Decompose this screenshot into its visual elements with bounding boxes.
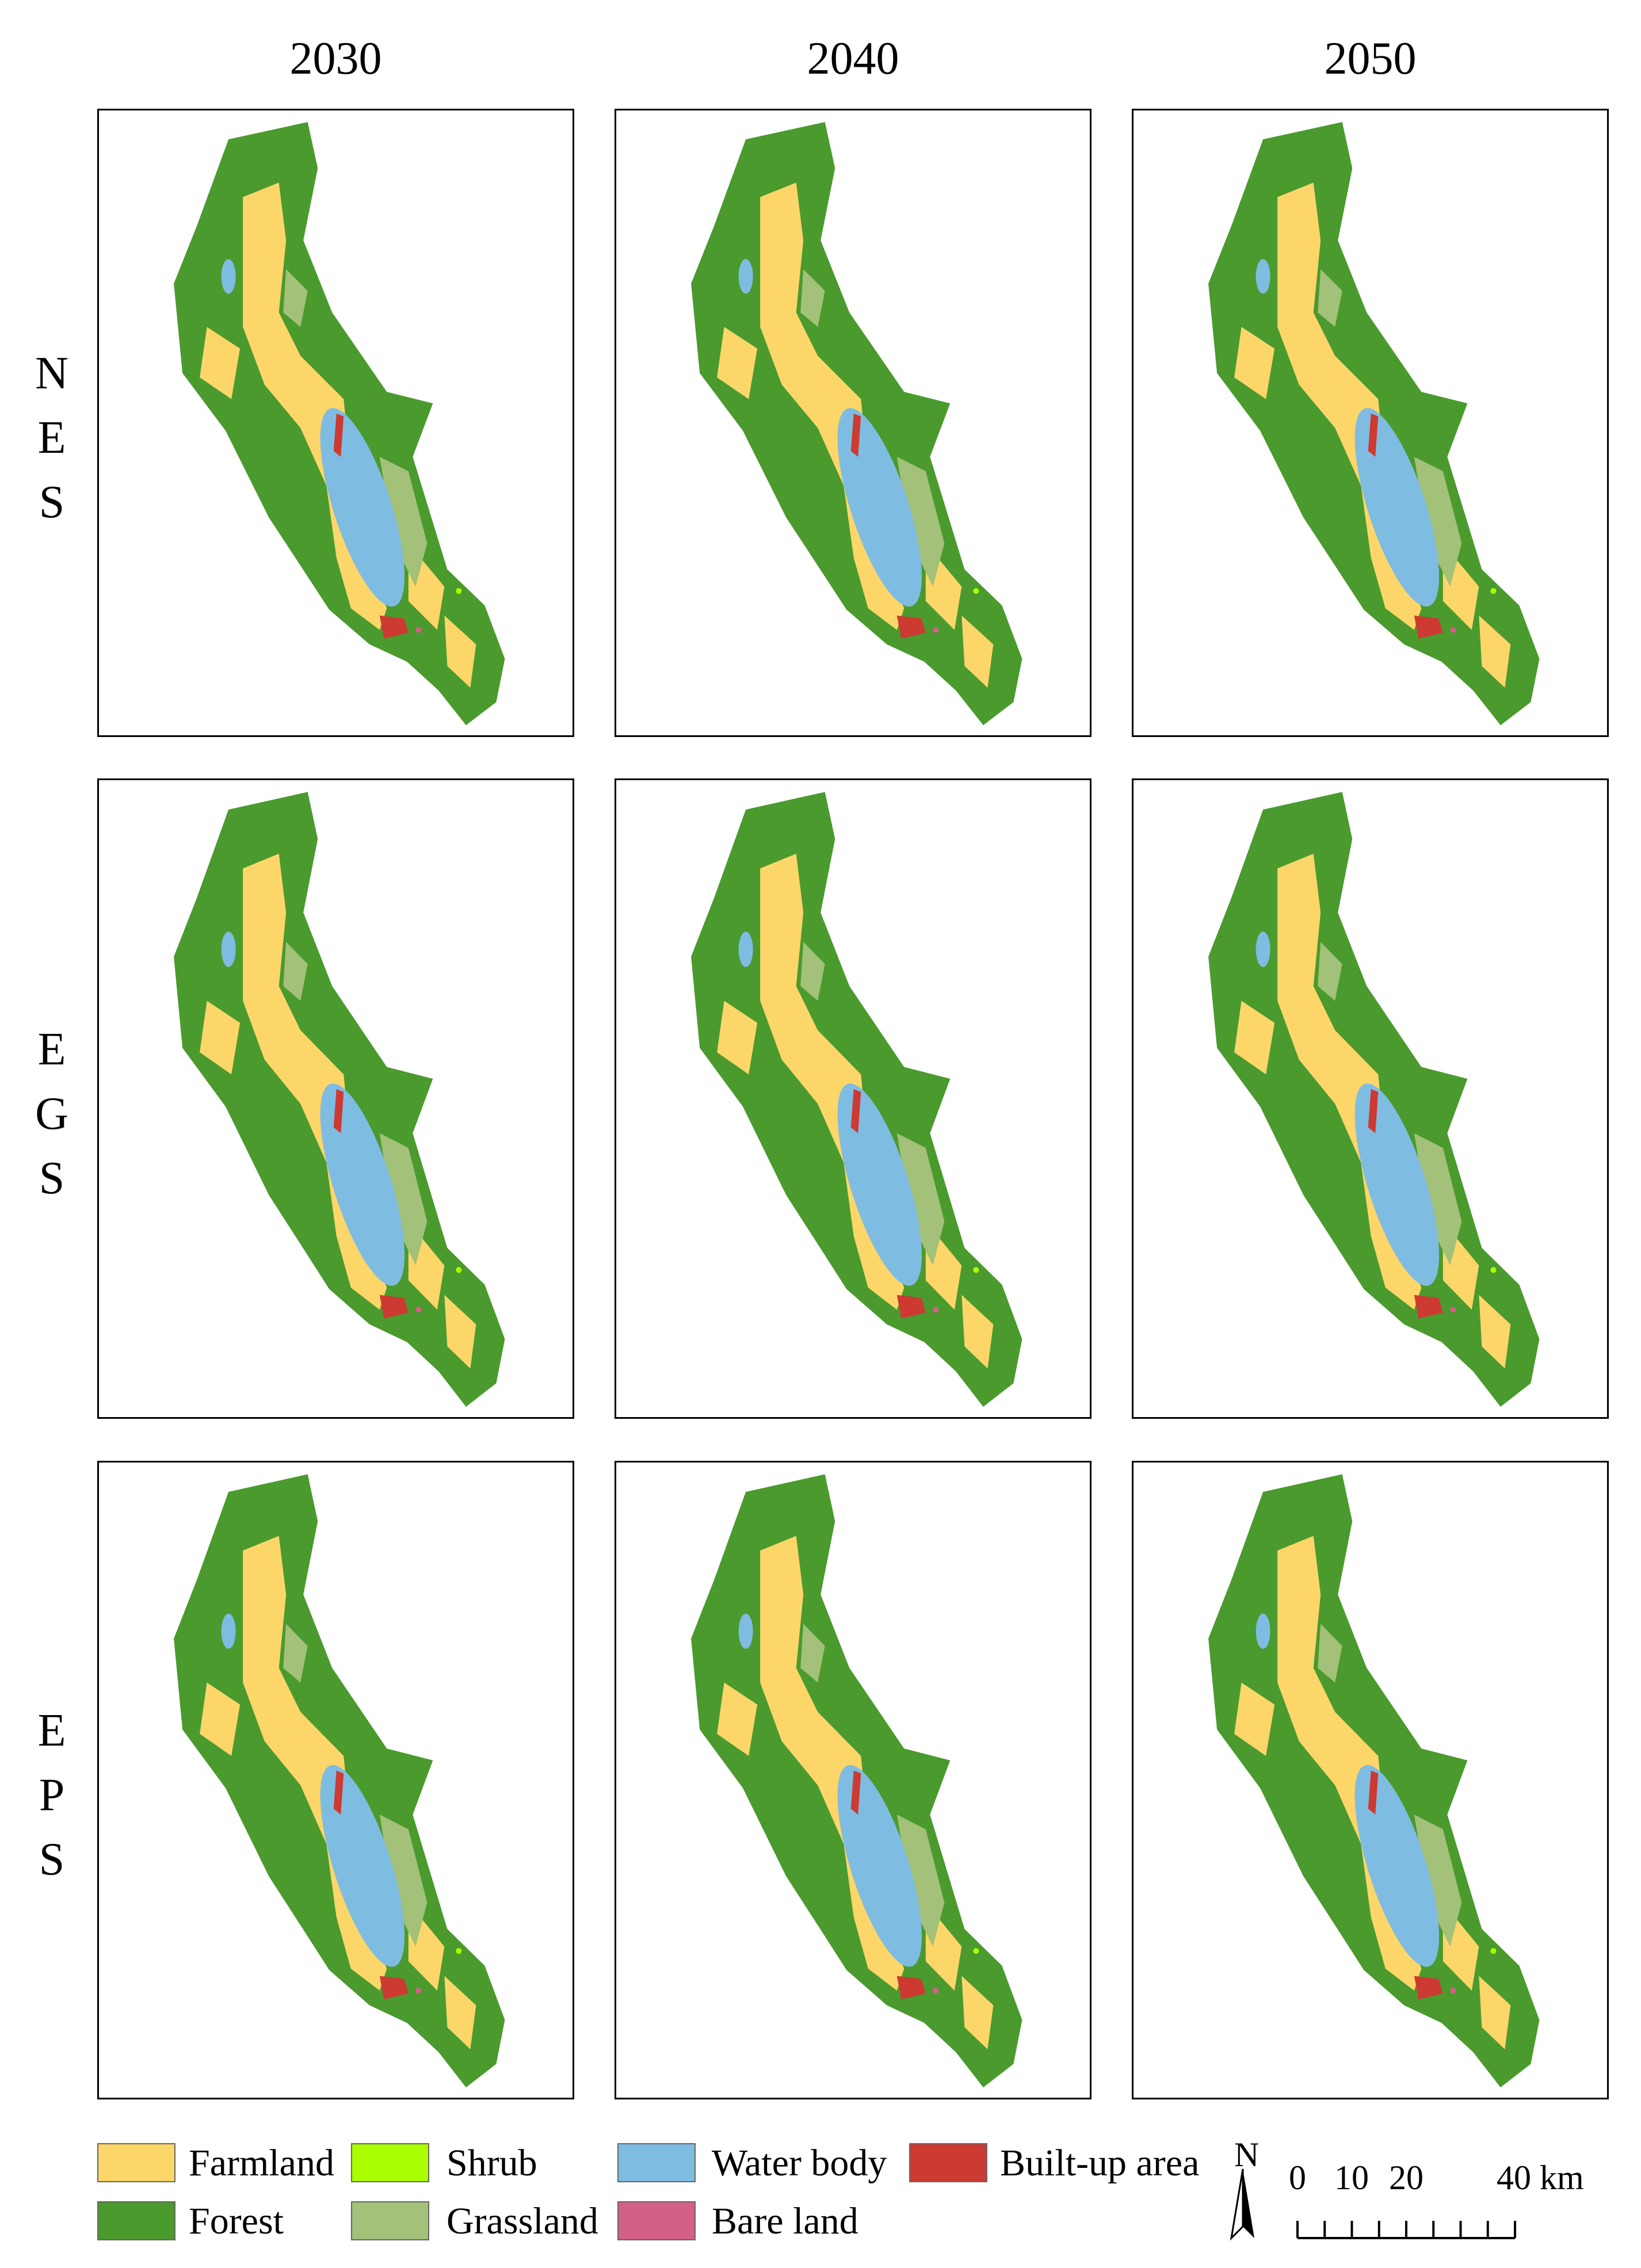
map-panel bbox=[1132, 778, 1609, 1419]
legend-label: Farmland bbox=[189, 2142, 334, 2184]
row-header: EGS bbox=[26, 1024, 77, 1217]
map-panel bbox=[615, 778, 1092, 1419]
map-panel bbox=[1132, 109, 1609, 737]
scale-label: 10 bbox=[1334, 2159, 1369, 2197]
map-panel bbox=[615, 109, 1092, 737]
map-panel bbox=[615, 1461, 1092, 2099]
map-panel bbox=[97, 778, 574, 1419]
map bbox=[99, 780, 573, 1417]
north-label: N bbox=[1234, 2136, 1260, 2174]
row-header: EPS bbox=[26, 1705, 77, 1899]
legend-label: Forest bbox=[189, 2200, 284, 2242]
map-panel bbox=[1132, 1461, 1609, 2099]
legend-swatch bbox=[97, 2143, 175, 2182]
legend-swatch bbox=[909, 2143, 987, 2182]
scale-bar bbox=[1296, 2221, 1516, 2239]
map bbox=[99, 110, 573, 735]
map bbox=[99, 1463, 573, 2098]
map bbox=[616, 110, 1090, 735]
legend-swatch bbox=[617, 2143, 696, 2182]
column-header: 2040 bbox=[807, 33, 899, 84]
legend-swatch bbox=[351, 2143, 429, 2182]
legend-label: Built-up area bbox=[1000, 2142, 1200, 2184]
row-header: NES bbox=[26, 348, 77, 541]
scale-label: 40 km bbox=[1497, 2159, 1584, 2197]
scale-label: 0 bbox=[1289, 2159, 1306, 2197]
scale-label: 20 bbox=[1389, 2159, 1424, 2197]
legend-swatch bbox=[617, 2201, 696, 2240]
north-arrow bbox=[1230, 2168, 1254, 2241]
legend-label: Bare land bbox=[712, 2200, 858, 2242]
map bbox=[1134, 1463, 1607, 2098]
legend-label: Water body bbox=[712, 2142, 887, 2184]
legend-label: Grassland bbox=[446, 2200, 598, 2242]
legend-swatch bbox=[351, 2201, 429, 2240]
map bbox=[616, 1463, 1090, 2098]
legend-swatch bbox=[97, 2201, 175, 2240]
column-header: 2030 bbox=[289, 33, 382, 84]
column-header: 2050 bbox=[1324, 33, 1417, 84]
map-panel bbox=[97, 1461, 574, 2099]
map-panel bbox=[97, 109, 574, 737]
map bbox=[616, 780, 1090, 1417]
legend-label: Shrub bbox=[446, 2142, 537, 2184]
map bbox=[1134, 780, 1607, 1417]
map bbox=[1134, 110, 1607, 735]
